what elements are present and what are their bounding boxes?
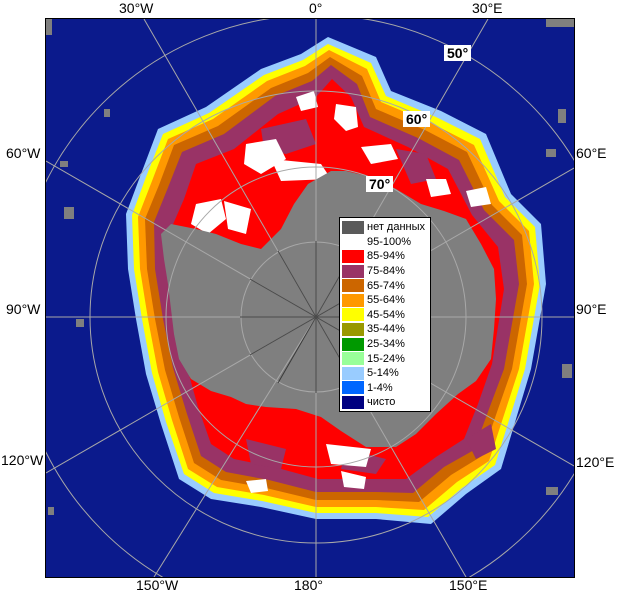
- latitude-label-60: 60°: [403, 111, 431, 127]
- latitude-label-70: 70°: [366, 176, 394, 192]
- legend-item: нет данных: [342, 220, 428, 235]
- legend-item: 55-64%: [342, 293, 428, 308]
- longitude-label-30e: 30°E: [472, 0, 503, 16]
- ice-concentration-legend: нет данных 95-100% 85-94% 75-84% 65-74% 55-64…: [339, 217, 431, 412]
- legend-label: 5-14%: [367, 367, 399, 380]
- legend-swatch: [342, 395, 364, 409]
- legend-item: 25-34%: [342, 337, 428, 352]
- legend-label: 15-24%: [367, 352, 405, 365]
- legend-label: 1-4%: [367, 381, 393, 394]
- legend-swatch: [342, 293, 364, 307]
- legend-label: 25-34%: [367, 338, 405, 351]
- longitude-label-60w: 60°W: [6, 145, 41, 161]
- legend-item: 1-4%: [342, 381, 428, 396]
- longitude-label-0: 0°: [309, 0, 323, 16]
- legend-swatch: [342, 352, 364, 366]
- longitude-label-150e: 150°E: [449, 577, 488, 593]
- longitude-label-90w: 90°W: [6, 301, 41, 317]
- latitude-label-50: 50°: [444, 45, 472, 61]
- legend-label: 35-44%: [367, 323, 405, 336]
- legend-item: чисто: [342, 395, 428, 410]
- legend-swatch: [342, 322, 364, 336]
- longitude-label-90e: 90°E: [576, 301, 607, 317]
- legend-swatch: [342, 220, 364, 234]
- polar-map-canvas: [46, 19, 574, 577]
- legend-label: 95-100%: [367, 235, 412, 248]
- legend-item: 65-74%: [342, 278, 428, 293]
- legend-swatch: [342, 366, 364, 380]
- legend-label: 65-74%: [367, 279, 405, 292]
- legend-label: 85-94%: [367, 250, 405, 263]
- legend-swatch: [342, 264, 364, 278]
- longitude-label-180: 180°: [294, 577, 323, 593]
- longitude-label-60e: 60°E: [576, 145, 607, 161]
- ice-concentration-map: 50° 60° 70°: [45, 18, 575, 578]
- longitude-label-150w: 150°W: [136, 577, 179, 593]
- legend-swatch: [342, 279, 364, 293]
- legend-swatch: [342, 381, 364, 395]
- legend-item: 5-14%: [342, 366, 428, 381]
- legend-swatch: [342, 235, 364, 249]
- legend-item: 35-44%: [342, 322, 428, 337]
- legend-item: 45-54%: [342, 308, 428, 323]
- legend-item: 75-84%: [342, 264, 428, 279]
- longitude-label-120w: 120°W: [1, 452, 44, 468]
- legend-swatch: [342, 337, 364, 351]
- legend-label: 75-84%: [367, 265, 405, 278]
- islands: [46, 19, 574, 515]
- legend-item: 15-24%: [342, 351, 428, 366]
- legend-item: 95-100%: [342, 235, 428, 250]
- longitude-label-30w: 30°W: [119, 0, 154, 16]
- legend-swatch: [342, 308, 364, 322]
- legend-label: 45-54%: [367, 308, 405, 321]
- longitude-label-120e: 120°E: [576, 454, 615, 470]
- legend-item: 85-94%: [342, 249, 428, 264]
- legend-label: нет данных: [367, 221, 426, 234]
- legend-label: чисто: [367, 396, 396, 409]
- legend-label: 55-64%: [367, 294, 405, 307]
- legend-swatch: [342, 249, 364, 263]
